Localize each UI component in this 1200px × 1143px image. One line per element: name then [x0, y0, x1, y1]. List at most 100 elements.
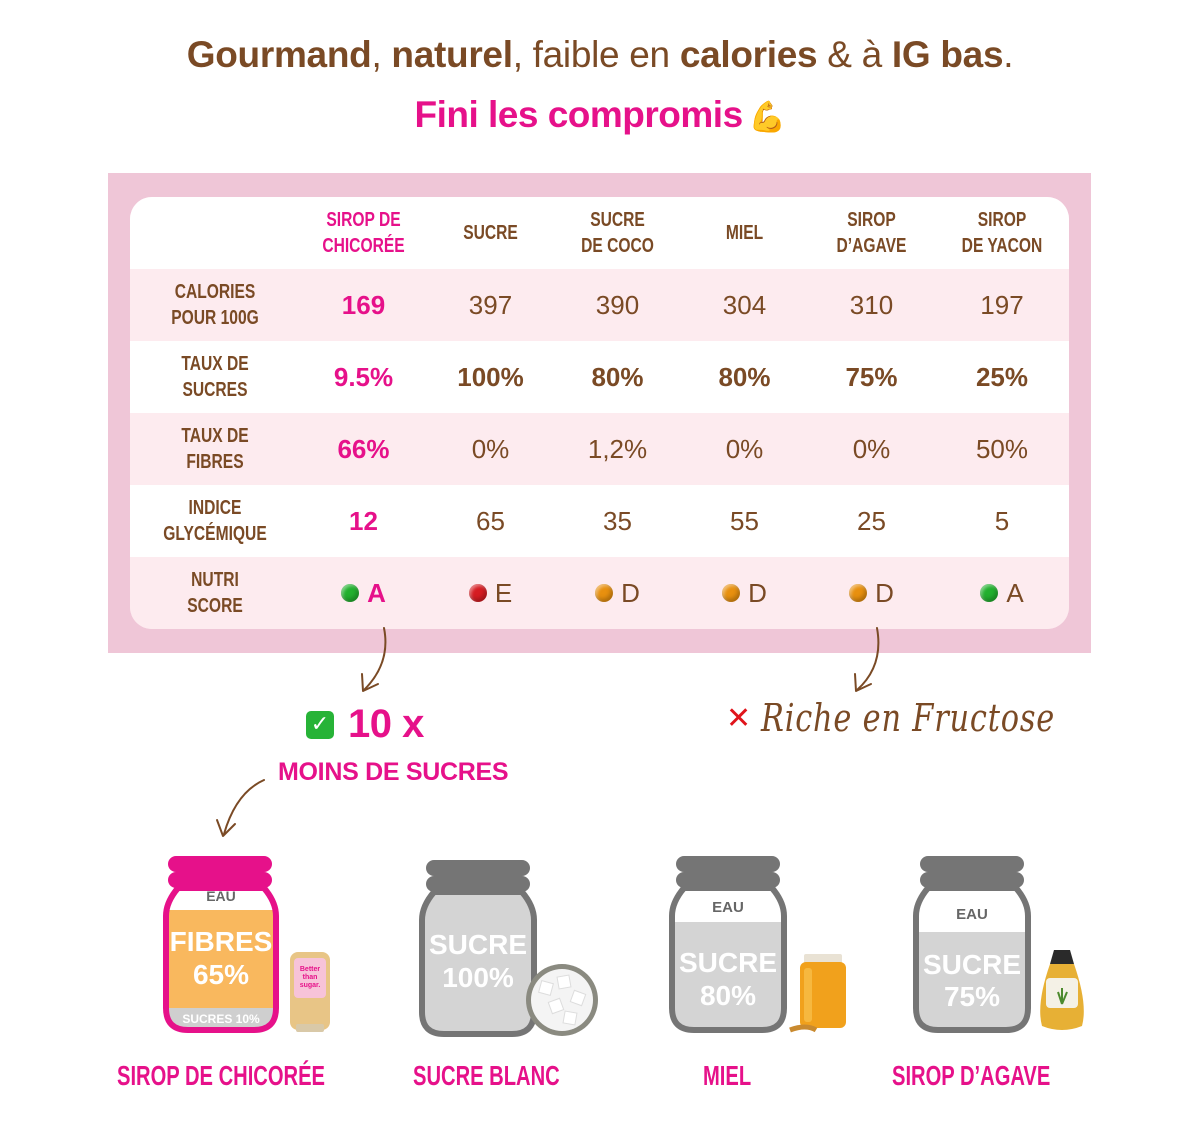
svg-text:EAU: EAU [956, 906, 988, 923]
table-row-indice-glycemique: INDICE GLYCÉMIQUE 12 65 35 55 25 5 [130, 485, 1069, 557]
col-header-sirop-agave: SIROP D’AGAVE [836, 209, 907, 257]
nutri-score-cell: D [681, 578, 808, 609]
comparison-table: SIROP DE CHICORÉE SUCRE SUCRE DE COCO MIEL… [130, 197, 1069, 629]
better-than-sugar-bottle-icon: Better than sugar. [290, 952, 330, 1032]
table-cell: 0% [852, 433, 891, 464]
headline: Gourmand, naturel, faible en calories & … [186, 34, 1014, 75]
svg-text:than: than [303, 974, 318, 981]
table-row-nutri-score: NUTRI SCORE A E D D D A [130, 557, 1069, 629]
table-cell: 80% [591, 361, 644, 392]
green-dot-icon [341, 584, 360, 602]
subline-text: Fini les compromis [414, 94, 743, 135]
row-label: CALORIES POUR 100G [171, 281, 259, 329]
table-cell: 310 [849, 289, 894, 320]
table-cell: 0% [725, 433, 764, 464]
flexed-biceps-icon: 💪 [748, 100, 786, 135]
agave-syrup-bottle-icon [1040, 950, 1084, 1030]
table-cell: 100% [457, 361, 524, 392]
jar-label-sirop-chicoree: SIROP DE CHICORÉE [117, 1060, 325, 1091]
row-label: TAUX DE FIBRES [181, 425, 249, 473]
row-label: NUTRI SCORE [187, 569, 243, 617]
nutri-score-cell: E [427, 578, 554, 609]
orange-dot-icon [849, 584, 868, 602]
jar-sirop-chicoree: EAU FIBRES 65% SUCRES 10% Better than su… [163, 856, 330, 1033]
nutri-score-cell: A [300, 578, 427, 609]
table-cell: 304 [722, 289, 767, 320]
red-dot-icon [468, 584, 487, 602]
svg-text:SUCRE: SUCRE [429, 929, 527, 960]
table-row-sucres: TAUX DE SUCRES 9.5% 100% 80% 80% 75% 25% [130, 341, 1069, 413]
orange-dot-icon [722, 584, 741, 602]
svg-text:SUCRE: SUCRE [679, 947, 777, 978]
moins-de-sucres-text: MOINS DE SUCRES [278, 758, 509, 786]
honey-jar-icon [789, 954, 846, 1033]
table-cell: 9.5% [333, 361, 394, 392]
jar-sirop-agave: EAU SUCRE 75% [913, 856, 1084, 1033]
table-cell: 1,2% [587, 433, 648, 464]
sugar-cubes-bowl-icon [526, 964, 598, 1036]
table-cell: 390 [595, 289, 640, 320]
table-cell: 35 [603, 505, 632, 536]
svg-text:sugar.: sugar. [300, 982, 321, 989]
arrow-down-left-icon [854, 627, 880, 692]
headline-ig-bas: IG bas [891, 34, 1004, 75]
nutri-score-cell: D [554, 578, 681, 609]
col-header-sirop-yacon: SIROP DE YACON [961, 209, 1043, 257]
col-header-sirop-chicoree: SIROP DE CHICORÉE [322, 209, 405, 257]
row-label: INDICE GLYCÉMIQUE [163, 497, 267, 545]
headline-naturel: naturel [391, 34, 513, 75]
table-cell: 169 [341, 289, 386, 320]
svg-text:EAU: EAU [206, 888, 236, 904]
cross-mark-icon: ✕ [726, 700, 752, 736]
svg-text:SUCRE: SUCRE [923, 949, 1021, 980]
row-label: TAUX DE SUCRES [181, 353, 249, 401]
svg-text:EAU: EAU [712, 899, 744, 916]
table-header-row: SIROP DE CHICORÉE SUCRE SUCRE DE COCO MIEL… [130, 197, 1069, 269]
svg-text:SUCRES 10%: SUCRES 10% [182, 1012, 260, 1026]
table-cell: 66% [337, 433, 390, 464]
jar-label-sucre-blanc: SUCRE BLANC [413, 1060, 560, 1091]
table-cell: 55 [730, 505, 759, 536]
table-cell: 197 [980, 289, 1024, 320]
comparison-table-frame: SIROP DE CHICORÉE SUCRE SUCRE DE COCO MIEL… [108, 173, 1091, 653]
arrow-down-left-icon [216, 779, 265, 837]
table-cell: 50% [975, 433, 1029, 464]
nutri-score-cell: A [935, 578, 1069, 609]
table-row-calories: CALORIES POUR 100G 169 397 390 304 310 19… [130, 269, 1069, 341]
jar-label-sirop-agave: SIROP D’AGAVE [892, 1060, 1051, 1091]
table-cell: 397 [468, 289, 513, 320]
table-cell: 25% [975, 361, 1029, 392]
arrow-down-left-icon [361, 627, 387, 692]
headline-calories: calories [679, 34, 818, 75]
table-cell: 5 [994, 505, 1010, 536]
col-header-sucre: SUCRE [463, 222, 518, 244]
jar-miel: EAU SUCRE 80% [669, 856, 846, 1033]
table-row-fibres: TAUX DE FIBRES 66% 0% 1,2% 0% 0% 50% [130, 413, 1069, 485]
table-cell: 75% [845, 361, 898, 392]
svg-text:65%: 65% [193, 959, 249, 990]
table-cell: 25 [857, 505, 886, 536]
svg-text:80%: 80% [700, 980, 756, 1011]
nutri-score-cell: D [808, 578, 935, 609]
table-cell: 12 [349, 505, 378, 536]
svg-text:100%: 100% [442, 962, 514, 993]
svg-text:Better: Better [300, 966, 321, 973]
svg-text:75%: 75% [944, 981, 1000, 1012]
orange-dot-icon [595, 584, 614, 602]
headline-gourmand: Gourmand [186, 34, 372, 75]
ten-times-text: 10 x [348, 702, 424, 746]
check-mark-button-icon: ✓ [306, 710, 334, 739]
riche-en-fructose-text: Riche en Fructose [761, 696, 1056, 740]
table-cell: 65 [476, 505, 505, 536]
green-dot-icon [980, 584, 999, 602]
riche-en-fructose-callout: ✕ Riche en Fructose [726, 696, 1129, 740]
ten-times-callout: ✓ 10 x [306, 702, 424, 747]
table-cell: 80% [718, 361, 771, 392]
subline: Fini les compromis 💪 [0, 94, 1200, 136]
svg-text:FIBRES: FIBRES [170, 926, 273, 957]
jar-label-miel: MIEL [703, 1060, 752, 1091]
col-header-miel: MIEL [725, 222, 764, 244]
table-cell: 0% [471, 433, 510, 464]
col-header-sucre-coco: SUCRE DE COCO [581, 209, 654, 257]
jar-sucre-blanc: SUCRE 100% [419, 860, 598, 1037]
